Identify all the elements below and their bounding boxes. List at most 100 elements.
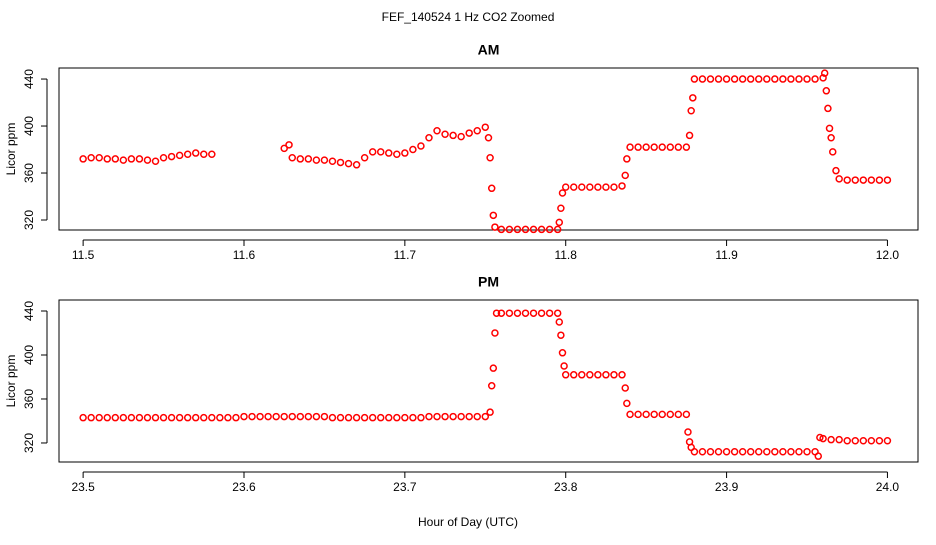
point — [594, 371, 602, 379]
point — [875, 176, 884, 184]
point — [417, 413, 425, 422]
point — [843, 176, 851, 184]
point — [143, 156, 152, 164]
x-tick-label: 23.6 — [232, 480, 256, 494]
point — [690, 75, 699, 83]
point — [409, 145, 417, 154]
point — [425, 412, 433, 421]
point — [360, 413, 369, 422]
point — [698, 448, 707, 456]
point — [779, 75, 787, 83]
point — [690, 448, 699, 456]
point — [95, 154, 103, 162]
point — [167, 413, 176, 422]
point — [811, 75, 819, 83]
point — [684, 428, 692, 436]
point — [385, 413, 393, 422]
point — [689, 94, 697, 102]
point — [851, 437, 860, 445]
point — [232, 413, 240, 422]
plot-frame — [58, 299, 919, 463]
point — [795, 448, 803, 456]
point — [674, 410, 683, 419]
point — [883, 176, 892, 184]
point — [119, 413, 128, 422]
point — [409, 413, 417, 422]
point — [803, 448, 811, 456]
point — [489, 364, 498, 372]
x-tick-label: 12.0 — [876, 248, 900, 262]
y-tick-label: 440 — [22, 69, 36, 89]
point — [417, 142, 425, 150]
point — [851, 176, 860, 184]
point — [674, 143, 683, 151]
point — [722, 448, 731, 456]
x-tick-label: 11.8 — [554, 248, 577, 262]
point — [296, 155, 305, 163]
point — [175, 413, 184, 422]
point — [296, 412, 305, 421]
point — [505, 309, 514, 317]
point — [151, 413, 160, 422]
point — [763, 448, 771, 456]
point — [312, 412, 321, 421]
point — [385, 149, 393, 157]
point — [216, 413, 224, 422]
point — [135, 413, 144, 422]
x-tick-label: 23.7 — [393, 480, 417, 494]
point — [336, 413, 345, 422]
point — [730, 448, 739, 456]
point — [401, 149, 409, 157]
point — [208, 150, 216, 158]
y-axis-label: Licor ppm — [4, 123, 18, 176]
point — [658, 410, 666, 419]
y-tick-label: 400 — [22, 345, 36, 365]
point — [634, 410, 642, 419]
panel-title: PM — [478, 274, 499, 290]
point — [835, 175, 843, 183]
point — [621, 171, 629, 180]
point — [714, 75, 723, 83]
point — [771, 448, 779, 456]
point — [200, 150, 208, 158]
point — [87, 413, 95, 422]
point — [280, 412, 288, 421]
point — [111, 155, 120, 163]
point — [642, 410, 650, 419]
point — [304, 412, 313, 421]
x-tick-label: 11.5 — [72, 248, 95, 262]
point — [545, 309, 554, 317]
point — [666, 410, 675, 419]
point — [529, 309, 538, 317]
point — [473, 126, 481, 135]
y-axis-label: Licor ppm — [4, 355, 18, 408]
point — [487, 184, 496, 193]
point — [658, 143, 666, 151]
point — [859, 176, 868, 184]
point — [820, 69, 829, 77]
point — [795, 75, 803, 83]
point — [825, 124, 834, 133]
point — [484, 134, 493, 142]
point — [730, 75, 739, 83]
point — [457, 412, 465, 421]
point — [111, 413, 120, 422]
point — [200, 413, 208, 422]
x-tick-label: 23.5 — [71, 480, 95, 494]
point — [312, 156, 321, 164]
point — [618, 182, 626, 190]
point — [867, 437, 876, 445]
point — [642, 143, 650, 151]
point — [497, 225, 506, 234]
point — [867, 176, 876, 184]
point — [557, 204, 565, 213]
figure-title: FEF_140524 1 Hz CO2 Zoomed — [382, 10, 555, 24]
point — [832, 166, 840, 175]
point — [167, 152, 176, 161]
point — [754, 448, 763, 456]
point — [151, 157, 160, 166]
point — [449, 131, 457, 140]
point — [336, 158, 345, 167]
